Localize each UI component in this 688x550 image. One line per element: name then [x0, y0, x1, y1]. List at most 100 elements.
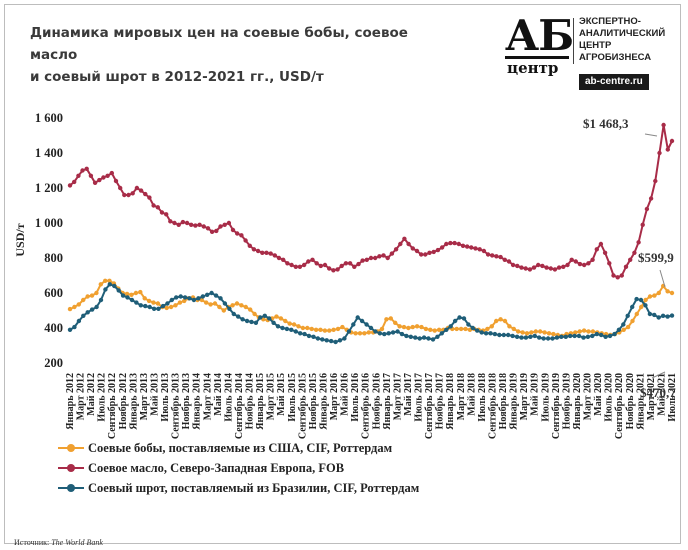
data-point-soybeans	[498, 317, 503, 322]
data-point-soybeans	[397, 324, 402, 329]
data-point-soybeans	[353, 331, 358, 336]
data-point-soymeal	[563, 334, 568, 339]
data-point-soyoil	[577, 261, 583, 267]
data-point-soyoil	[477, 247, 482, 252]
data-point-soymeal	[435, 334, 440, 339]
data-point-soymeal	[315, 336, 321, 341]
x-tick-label: Сентябрь 2017	[424, 373, 435, 439]
data-point-soyoil	[239, 233, 244, 238]
data-point-soymeal	[568, 333, 573, 339]
y-tick-label: 600	[44, 286, 63, 300]
data-point-soymeal	[320, 337, 325, 342]
data-point-soybeans	[151, 300, 156, 305]
chart-frame	[4, 4, 681, 544]
data-point-soyoil	[293, 264, 298, 269]
legend-label-soyoil: Соевое масло, Северо-Западная Европа, FO…	[88, 460, 345, 475]
data-point-soyoil	[485, 252, 491, 257]
x-tick-label: Июль 2012	[97, 373, 108, 422]
data-point-soymeal	[497, 332, 502, 338]
data-point-soyoil	[590, 257, 595, 262]
data-point-soybeans	[524, 331, 530, 336]
data-point-soymeal	[107, 282, 113, 287]
data-point-soymeal	[160, 303, 166, 309]
data-point-soymeal	[532, 333, 537, 339]
data-point-soybeans	[291, 322, 297, 327]
data-point-soyoil	[247, 243, 252, 248]
data-point-soybeans	[625, 324, 631, 330]
x-tick-label: Март 2018	[456, 373, 467, 420]
data-point-soyoil	[272, 253, 277, 258]
data-point-soymeal	[523, 335, 529, 340]
source-label: Источник:	[14, 538, 50, 547]
data-point-soymeal	[178, 294, 183, 299]
data-point-soyoil	[523, 266, 528, 271]
data-point-soyoil	[598, 241, 604, 247]
data-point-soyoil	[113, 178, 119, 184]
logo-caption-line-3: ЦЕНТР	[579, 40, 612, 51]
data-point-soymeal	[143, 303, 148, 309]
data-point-soybeans	[639, 304, 644, 310]
data-point-soybeans	[647, 294, 653, 299]
data-point-soymeal	[187, 296, 192, 301]
data-point-soymeal	[191, 297, 197, 303]
data-point-soymeal	[483, 331, 489, 336]
data-point-soybeans	[248, 307, 253, 312]
chart-title-line-1: Динамика мировых цен на соевые бобы, сое…	[30, 25, 408, 63]
data-point-soymeal	[134, 300, 139, 305]
data-point-soyoil	[465, 244, 470, 249]
data-point-soymeal	[169, 297, 174, 303]
data-point-soyoil	[423, 252, 428, 257]
x-tick-label: Сентябрь 2013	[171, 373, 182, 439]
data-point-soyoil	[105, 173, 110, 178]
data-point-soybeans	[546, 331, 552, 336]
data-point-soymeal	[151, 306, 157, 311]
data-point-soymeal	[120, 293, 126, 298]
x-tick-label: Май 2017	[403, 373, 414, 416]
data-point-soybeans	[406, 325, 411, 331]
data-point-soybeans	[230, 303, 235, 308]
data-point-soymeal	[174, 295, 179, 300]
data-point-soyoil	[452, 240, 457, 246]
data-point-soymeal	[182, 295, 188, 300]
logo-url-badge[interactable]: ab-centre.ru	[579, 74, 649, 90]
data-point-soyoil	[189, 222, 194, 227]
data-point-soybeans	[208, 302, 213, 307]
x-tick-label: Май 2019	[530, 373, 541, 416]
x-tick-label: Март 2021	[646, 373, 657, 420]
data-point-soybeans	[274, 314, 279, 319]
data-point-soymeal	[510, 333, 515, 339]
data-point-soybeans	[322, 328, 328, 333]
data-point-soyoil	[515, 263, 520, 269]
legend-item-soybeans: Соевые бобы, поставляемые из США, CIF, Р…	[58, 438, 419, 458]
data-point-soybeans	[573, 330, 578, 335]
data-point-soybeans	[511, 326, 516, 332]
annotation-label: $599,9	[638, 250, 674, 265]
data-point-soyoil	[410, 246, 415, 251]
data-point-soyoil	[331, 268, 336, 273]
x-tick-label: Январь 2020	[572, 373, 583, 430]
data-point-soybeans	[204, 300, 209, 305]
data-point-soybeans	[318, 327, 323, 332]
data-point-soyoil	[335, 267, 340, 272]
y-tick-label: 1 400	[35, 146, 63, 160]
data-point-soybeans	[296, 324, 301, 329]
data-point-soyoil	[155, 205, 160, 210]
data-point-soyoil	[209, 229, 215, 234]
data-point-soyoil	[314, 261, 319, 266]
data-point-soymeal	[351, 322, 356, 327]
data-point-soymeal	[275, 324, 281, 329]
data-point-soybeans	[393, 320, 398, 325]
data-point-soyoil	[168, 219, 173, 224]
data-point-soyoil	[569, 257, 574, 262]
x-tick-label: Сентябрь 2015	[297, 373, 308, 439]
data-point-soyoil	[556, 265, 562, 270]
legend-item-soyoil: Соевое масло, Северо-Западная Европа, FO…	[58, 458, 419, 478]
data-point-soymeal	[444, 327, 449, 332]
data-point-soymeal	[337, 338, 343, 343]
data-point-soybeans	[489, 324, 494, 329]
data-point-soymeal	[413, 335, 418, 340]
x-tick-label: Март 2013	[139, 373, 150, 420]
data-point-soymeal	[284, 326, 290, 332]
data-point-soymeal	[404, 333, 409, 339]
data-point-soymeal	[585, 334, 591, 339]
